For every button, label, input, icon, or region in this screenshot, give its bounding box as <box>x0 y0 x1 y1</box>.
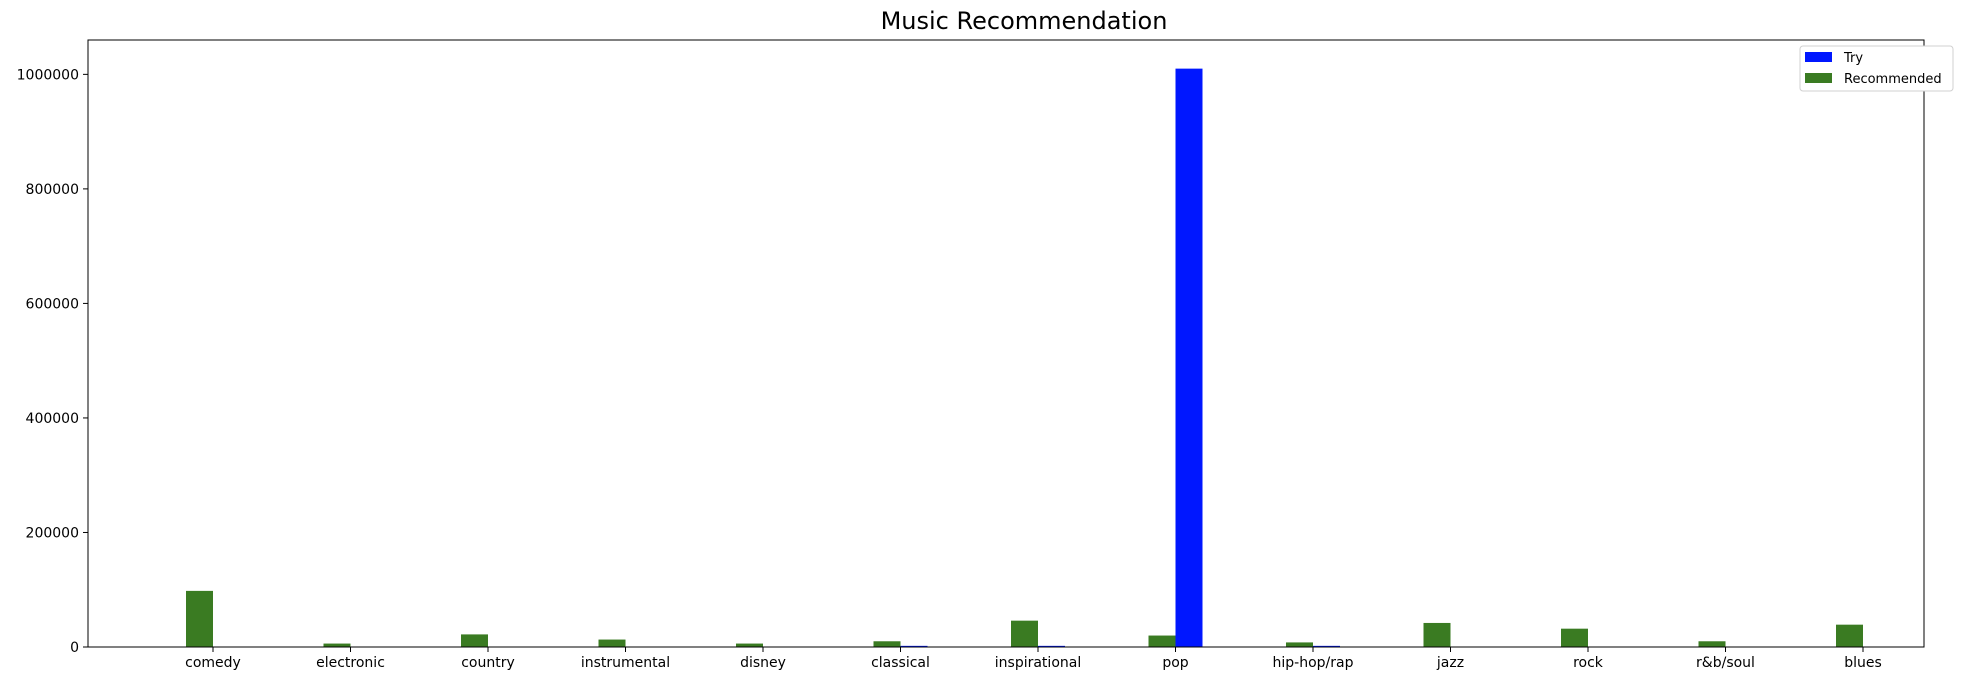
x-tick-label: rock <box>1573 655 1604 671</box>
x-tick-label: pop <box>1162 655 1188 671</box>
x-tick-label: comedy <box>185 655 241 671</box>
x-tick-label: country <box>461 655 515 671</box>
bar-recommended-r-b-soul <box>1698 641 1726 647</box>
y-axis: 0 200000 400000 600000 800000 1000000 <box>17 67 88 656</box>
bar-recommended-instrumental <box>598 639 626 647</box>
bars-layer <box>186 68 1863 647</box>
bar-recommended-classical <box>873 641 901 647</box>
bar-try-classical <box>900 645 928 647</box>
y-tick-label: 200000 <box>26 525 79 541</box>
y-tick-label: 600000 <box>26 296 79 312</box>
bar-try-inspirational <box>1038 645 1065 647</box>
x-tick-label: hip-hop/rap <box>1273 655 1354 671</box>
x-tick-label: electronic <box>316 655 385 671</box>
bar-try-pop <box>1175 68 1203 647</box>
y-tick-label: 400000 <box>26 411 79 427</box>
legend-swatch-recommended <box>1805 73 1832 83</box>
x-tick-label: classical <box>871 655 930 671</box>
legend-label-try: Try <box>1843 51 1863 66</box>
x-tick-label: jazz <box>1436 655 1464 671</box>
y-tick-label: 0 <box>70 640 79 656</box>
bar-recommended-jazz <box>1423 622 1451 647</box>
x-tick-label: r&b/soul <box>1696 655 1755 671</box>
bar-recommended-country <box>461 634 488 647</box>
y-tick-label: 1000000 <box>17 67 79 83</box>
bar-recommended-comedy <box>186 590 213 647</box>
bar-recommended-disney <box>736 643 763 647</box>
bar-recommended-pop <box>1148 635 1176 647</box>
bar-recommended-rock <box>1561 628 1588 647</box>
bar-recommended-electronic <box>323 643 351 647</box>
y-tick-label: 800000 <box>26 182 79 198</box>
bar-recommended-inspirational <box>1011 620 1038 647</box>
legend-swatch-try <box>1805 52 1832 62</box>
x-tick-label: blues <box>1844 655 1882 671</box>
x-tick-label: inspirational <box>995 655 1081 671</box>
bar-try-hip-hop-rap <box>1313 645 1340 647</box>
bar-recommended-blues <box>1836 624 1863 647</box>
x-axis: comedy electronic country instrumental disne… <box>185 647 1882 671</box>
legend: Try Recommended <box>1799 45 1954 92</box>
legend-label-recommended: Recommended <box>1844 72 1942 87</box>
legend-box <box>1799 45 1954 92</box>
bar-recommended-hip-hop-rap <box>1286 642 1313 647</box>
x-tick-label: disney <box>740 655 786 671</box>
x-tick-label: instrumental <box>581 655 670 671</box>
chart-title: Music Recommendation <box>881 7 1168 35</box>
plot-frame <box>87 39 1925 648</box>
